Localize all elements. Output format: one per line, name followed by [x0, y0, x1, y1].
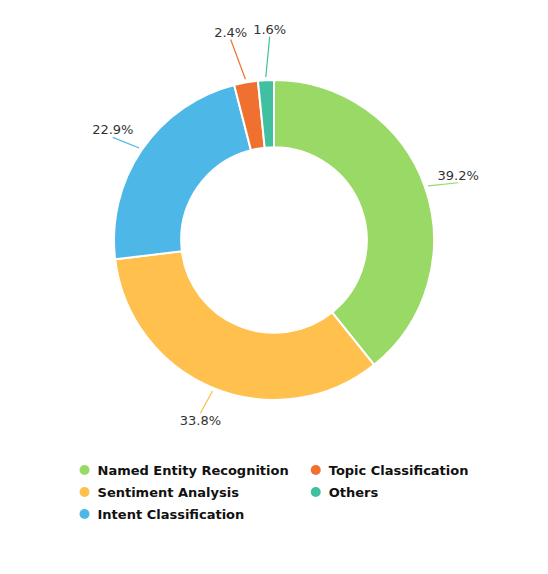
- wedges: [114, 80, 434, 400]
- leader-line: [428, 183, 458, 186]
- chart: 39.2% 33.8% 22.9% 2.4% 1.6% Named Entity Reco…: [0, 0, 548, 574]
- legend-label: Others: [329, 485, 379, 500]
- leader-line: [200, 391, 212, 413]
- leader-line: [231, 40, 246, 80]
- wedge: [274, 80, 434, 365]
- legend-marker: [80, 487, 90, 497]
- legend-marker: [80, 465, 90, 475]
- legend-label: Named Entity Recognition: [98, 463, 289, 478]
- data-label: 1.6%: [253, 22, 286, 37]
- legend-marker: [311, 487, 321, 497]
- wedge: [114, 85, 251, 259]
- legend-label: Intent Classification: [98, 507, 245, 522]
- legend-label: Topic Classification: [329, 463, 469, 478]
- leader-line: [266, 37, 270, 77]
- legend-marker: [311, 465, 321, 475]
- data-label: 22.9%: [92, 122, 133, 137]
- wedge: [258, 80, 274, 148]
- data-labels: 39.2% 33.8% 22.9% 2.4% 1.6%: [92, 22, 479, 429]
- data-label: 2.4%: [214, 25, 247, 40]
- legend-label: Sentiment Analysis: [98, 485, 240, 500]
- legend-marker: [80, 509, 90, 519]
- data-label: 39.2%: [437, 168, 478, 183]
- leader-line: [113, 137, 139, 148]
- legend: Named Entity Recognition Sentiment Analys…: [80, 463, 469, 522]
- wedge: [115, 251, 374, 400]
- data-label: 33.8%: [180, 413, 221, 428]
